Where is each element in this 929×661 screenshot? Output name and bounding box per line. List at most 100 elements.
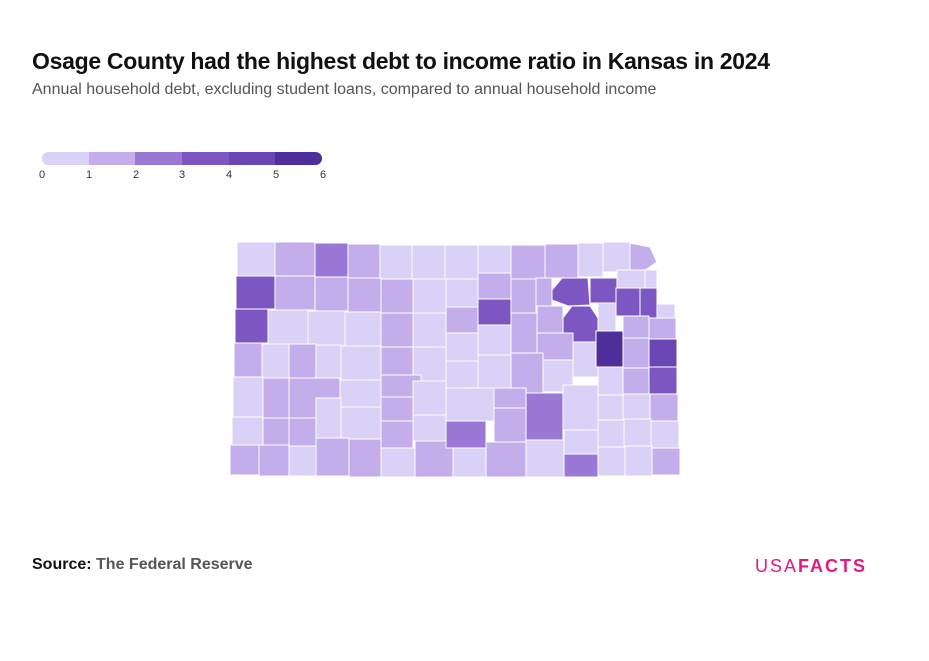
legend-bin-4-5 [228, 152, 276, 165]
county-shape [648, 317, 677, 340]
county-shape [651, 447, 681, 476]
county-shape [597, 419, 625, 448]
county-shape [477, 244, 512, 274]
county-shape [562, 384, 599, 431]
county-shape [602, 241, 631, 273]
county-shape [236, 241, 276, 277]
county-shape [622, 367, 650, 395]
county-shape [624, 445, 653, 477]
county-shape [232, 376, 264, 418]
county-shape [563, 453, 599, 478]
county-shape [344, 311, 382, 347]
county-shape [551, 277, 591, 307]
county-shape [622, 315, 650, 339]
county-shape [493, 407, 527, 443]
county-shape [347, 277, 382, 313]
color-legend: 0 1 2 3 4 5 6 [38, 150, 330, 190]
legend-bin-0-1 [42, 152, 89, 165]
county-shape [288, 417, 317, 447]
county-shape [477, 298, 512, 326]
legend-tick-2: 2 [132, 169, 140, 181]
county-shape [231, 416, 264, 446]
county-shape [347, 243, 381, 279]
chart-title: Osage County had the highest debt to inc… [32, 48, 770, 74]
chart-subtitle: Annual household debt, excluding student… [32, 81, 657, 98]
legend-tick-6: 6 [319, 169, 327, 181]
county-shape [288, 445, 317, 477]
source-line: Source: The Federal Reserve [32, 556, 253, 574]
county-shape [577, 242, 604, 278]
county-shape [622, 393, 651, 420]
county-shape [445, 332, 479, 362]
county-shape [445, 360, 479, 389]
county-shape [477, 272, 512, 300]
county-shape [380, 447, 416, 478]
county-shape [650, 420, 680, 449]
county-shape [412, 312, 447, 348]
county-shape [233, 342, 263, 378]
legend-color-bar [42, 152, 322, 165]
county-shape [235, 275, 276, 310]
county-shape [340, 345, 382, 381]
county-shape [348, 438, 382, 478]
county-shape [597, 302, 617, 332]
county-shape [274, 241, 316, 277]
county-shape [572, 341, 599, 378]
county-shape [452, 447, 489, 478]
county-shape [261, 343, 290, 379]
county-shape [315, 437, 350, 477]
county-shape [589, 277, 618, 304]
county-shape [477, 324, 512, 356]
county-shape [485, 441, 527, 478]
legend-bin-1-2 [88, 152, 136, 165]
county-shape [544, 243, 579, 279]
county-shape [445, 278, 479, 308]
county-shape [234, 308, 269, 344]
legend-bin-2-3 [135, 152, 183, 165]
county-shape [615, 287, 641, 317]
county-shape [411, 244, 446, 280]
county-shape [340, 406, 382, 440]
county-shape [597, 366, 624, 396]
logo-text-usa: USA [755, 556, 799, 576]
county-shape [616, 269, 646, 289]
county-shape [412, 380, 447, 416]
legend-tick-0: 0 [38, 169, 46, 181]
county-shape [380, 346, 414, 376]
county-shape [649, 393, 679, 422]
legend-bin-5-6 [275, 152, 322, 165]
county-shape [262, 377, 290, 419]
logo-text-facts: FACTS [798, 556, 868, 576]
county-shape [380, 396, 414, 422]
source-label: Source: [32, 556, 92, 573]
county-shape [380, 278, 414, 314]
legend-tick-3: 3 [178, 169, 186, 181]
county-shape [597, 446, 626, 477]
county-shape [510, 312, 538, 354]
county-shape [444, 244, 479, 280]
county-shape [412, 278, 447, 314]
county-shape [258, 444, 290, 477]
county-shape [477, 354, 512, 389]
county-shape [315, 397, 342, 439]
county-shape [656, 303, 676, 319]
usafacts-logo: USAFACTS [755, 556, 867, 577]
county-shape [597, 394, 624, 421]
county-shape [622, 337, 650, 369]
county-shape [525, 439, 565, 478]
county-shape [629, 242, 658, 271]
county-shape [315, 344, 342, 380]
legend-tick-4: 4 [225, 169, 233, 181]
county-shape [623, 418, 652, 447]
county-shapes [229, 241, 681, 478]
county-shape [510, 278, 537, 314]
source-name: The Federal Reserve [96, 556, 253, 573]
county-shape [314, 276, 349, 312]
county-shape [274, 275, 316, 311]
county-shape [510, 244, 546, 280]
county-shape [380, 312, 414, 348]
legend-tick-1: 1 [85, 169, 93, 181]
county-shape [445, 387, 495, 422]
county-shape [288, 343, 317, 379]
